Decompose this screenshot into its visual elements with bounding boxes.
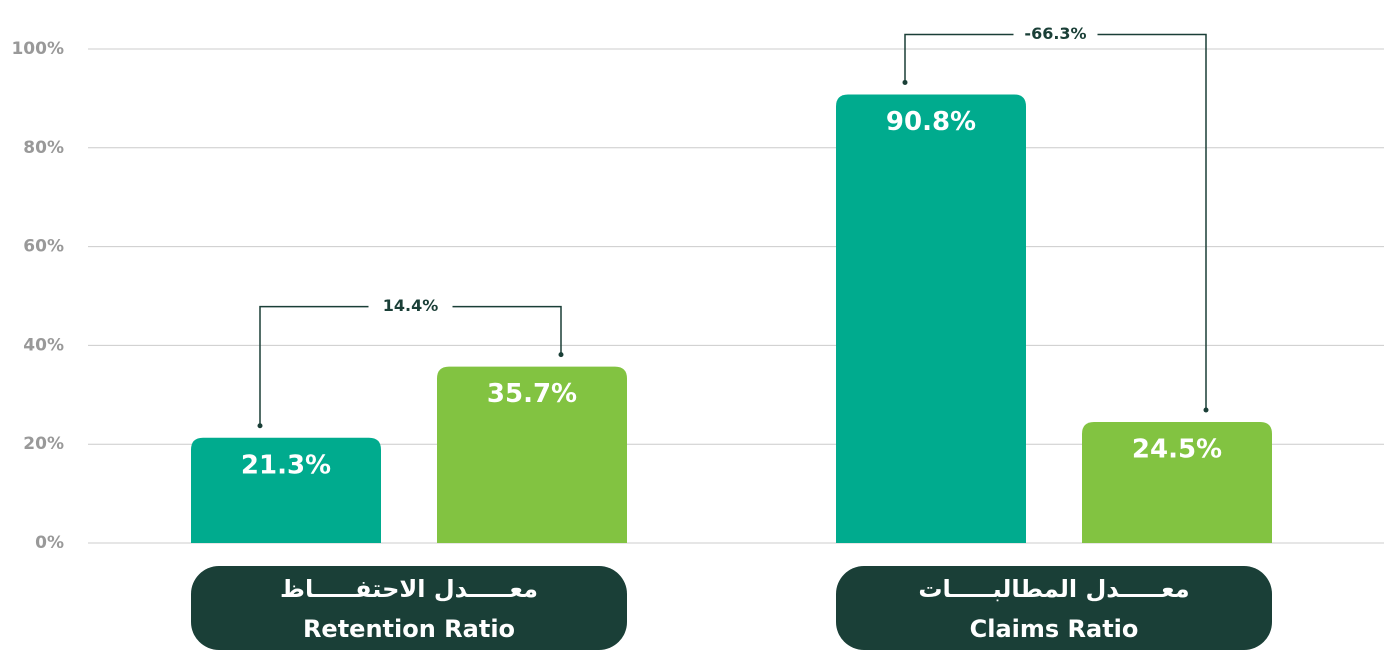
y-tick-label: 40% — [23, 335, 64, 355]
value-label: 24.5% — [1132, 434, 1222, 464]
annotation: -66.3% — [1024, 24, 1086, 43]
bar — [191, 437, 381, 543]
y-tick-label: 20% — [23, 434, 64, 454]
bracket-dot — [257, 423, 263, 429]
category-pill — [836, 566, 1272, 650]
category-pill — [191, 566, 627, 650]
category-label-ar: معـــــدل الاحتفـــــاظ — [280, 575, 538, 603]
annotation-bg — [1013, 24, 1098, 45]
annotation-bg — [368, 296, 453, 317]
annotation: 14.4% — [383, 296, 439, 315]
bar — [437, 366, 627, 543]
category-label-ar: معـــــدل المطالبـــــات — [918, 575, 1189, 603]
bar — [836, 94, 1026, 543]
bar — [1082, 421, 1272, 543]
y-tick-label: 80% — [23, 138, 64, 158]
value-label: 21.3% — [241, 450, 331, 480]
value-label: 35.7% — [487, 379, 577, 409]
y-tick-label: 0% — [35, 533, 64, 553]
bracket-dot — [558, 352, 564, 358]
category-label: Claims Ratio — [970, 615, 1139, 643]
y-tick-label: 60% — [23, 237, 64, 257]
category-label: Retention Ratio — [303, 615, 515, 643]
y-tick-label: 100% — [11, 39, 64, 59]
bracket-dot — [1203, 407, 1209, 413]
bracket-dot — [902, 79, 908, 85]
value-label: 90.8% — [886, 107, 976, 137]
